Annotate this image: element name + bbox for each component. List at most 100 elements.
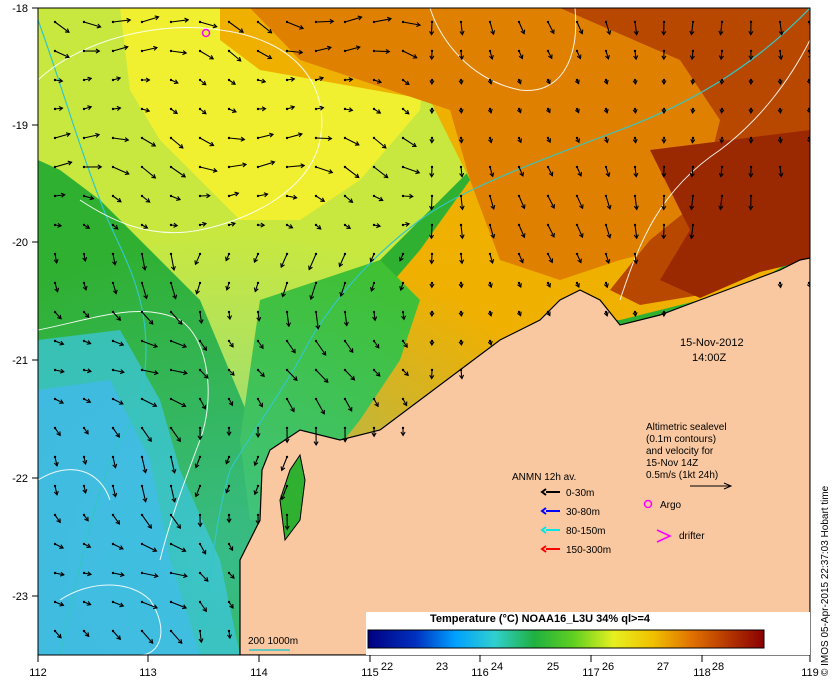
velocity-arrow xyxy=(604,136,609,144)
velocity-arrow xyxy=(603,78,609,85)
velocity-arrow xyxy=(197,513,203,528)
velocity-arrow xyxy=(169,252,176,272)
anmn-legend-label: 30-80m xyxy=(566,507,600,518)
velocity-arrow xyxy=(343,339,354,354)
velocity-arrow xyxy=(401,339,408,348)
lon-tick-label: 118 xyxy=(693,667,711,679)
velocity-arrow xyxy=(661,136,667,144)
velocity-arrow xyxy=(255,513,261,525)
velocity-arrow xyxy=(718,20,724,36)
colorbar-tick-label: 22 xyxy=(381,661,393,673)
velocity-arrow xyxy=(285,163,306,169)
velocity-arrow xyxy=(169,542,187,553)
velocity-arrow xyxy=(308,252,318,271)
velocity-arrow xyxy=(372,223,382,229)
velocity-arrow xyxy=(82,513,89,522)
velocity-arrow xyxy=(198,339,208,352)
colorbar-title: Temperature (°C) NOAA16_L3U 34% ql>=4 xyxy=(430,613,651,625)
lon-tick-label: 117 xyxy=(582,667,600,679)
velocity-arrow xyxy=(82,223,91,229)
lat-tick-label: -23 xyxy=(12,591,28,603)
velocity-arrow xyxy=(488,252,495,265)
velocity-arrow xyxy=(82,105,93,111)
velocity-arrow xyxy=(314,165,334,174)
velocity-arrow xyxy=(111,165,130,176)
velocity-arrow xyxy=(169,600,188,610)
velocity-arrow xyxy=(633,165,639,178)
velocity-arrow xyxy=(401,221,411,227)
velocity-arrow xyxy=(111,629,122,641)
velocity-arrow xyxy=(111,571,125,578)
velocity-arrow xyxy=(111,339,125,347)
velocity-arrow xyxy=(169,17,190,24)
velocity-arrow xyxy=(689,223,695,240)
velocity-arrow xyxy=(169,281,178,300)
velocity-arrow xyxy=(458,136,464,144)
velocity-arrow xyxy=(458,78,464,86)
velocity-arrow xyxy=(632,136,638,144)
velocity-arrow xyxy=(807,49,810,59)
velocity-arrow xyxy=(748,136,754,144)
anmn-legend-arrowhead xyxy=(540,488,547,496)
velocity-arrow xyxy=(343,310,349,327)
velocity-arrow xyxy=(253,484,260,496)
velocity-arrow xyxy=(487,310,493,317)
velocity-arrow xyxy=(458,107,464,115)
velocity-arrow xyxy=(198,165,218,173)
velocity-arrow xyxy=(604,223,612,239)
velocity-arrow xyxy=(401,193,414,199)
velocity-arrow xyxy=(661,310,667,318)
velocity-arrow xyxy=(343,77,354,83)
velocity-arrow xyxy=(487,78,493,85)
argo-legend-label: Argo xyxy=(660,500,682,511)
velocity-arrow xyxy=(748,49,754,61)
velocity-arrow xyxy=(53,160,73,169)
velocity-arrow xyxy=(140,194,151,203)
velocity-arrow xyxy=(253,455,260,467)
velocity-arrow xyxy=(140,513,152,530)
velocity-arrow xyxy=(546,194,555,209)
velocity-arrow xyxy=(748,165,754,178)
velocity-arrow xyxy=(372,368,381,377)
velocity-arrow xyxy=(459,252,465,265)
velocity-arrow xyxy=(227,136,246,142)
velocity-arrow xyxy=(429,310,435,318)
velocity-arrow xyxy=(53,426,61,437)
velocity-arrow xyxy=(429,49,435,61)
velocity-arrow xyxy=(256,222,266,228)
velocity-arrow xyxy=(227,368,235,376)
velocity-arrow xyxy=(314,18,335,24)
velocity-arrow xyxy=(111,600,125,608)
velocity-arrow xyxy=(140,310,154,325)
velocity-arrow xyxy=(488,223,496,239)
velocity-arrow xyxy=(140,426,152,443)
velocity-arrow xyxy=(343,15,363,24)
velocity-arrow xyxy=(285,397,295,413)
lon-tick-label: 119 xyxy=(801,667,819,679)
velocity-arrow xyxy=(429,165,435,178)
velocity-arrow xyxy=(603,107,609,114)
velocity-arrow xyxy=(372,165,389,179)
velocity-arrow xyxy=(372,78,383,84)
velocity-arrow xyxy=(661,78,667,86)
velocity-arrow xyxy=(401,310,407,321)
velocity-arrow xyxy=(633,252,639,265)
velocity-arrow xyxy=(194,455,202,469)
velocity-arrow xyxy=(517,252,524,264)
velocity-arrow xyxy=(488,136,493,144)
velocity-arrow xyxy=(575,49,582,60)
velocity-arrow xyxy=(372,136,387,149)
velocity-arrow xyxy=(253,252,260,264)
velocity-arrow xyxy=(256,160,276,169)
velocity-arrow xyxy=(575,78,580,85)
velocity-arrow xyxy=(256,106,267,112)
velocity-arrow xyxy=(488,49,494,60)
velocity-arrow xyxy=(488,194,496,211)
velocity-arrow xyxy=(82,310,90,319)
velocity-arrow xyxy=(169,222,179,228)
velocity-arrow xyxy=(459,368,465,380)
lat-tick-label: -22 xyxy=(12,473,28,485)
velocity-arrow xyxy=(777,136,783,144)
velocity-arrow xyxy=(111,223,119,230)
velocity-arrow xyxy=(343,368,356,381)
